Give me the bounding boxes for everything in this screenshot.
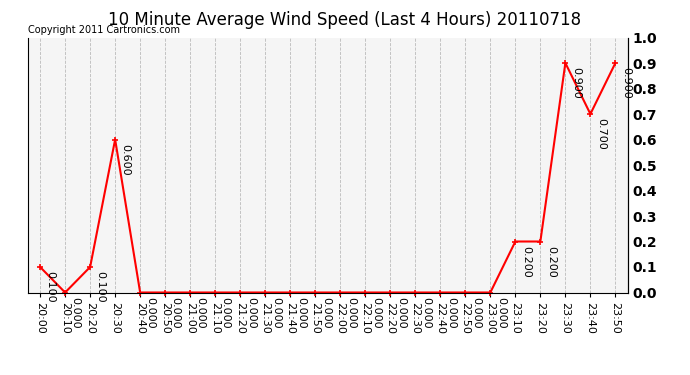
- Text: 0.000: 0.000: [371, 297, 381, 328]
- Text: 0.000: 0.000: [170, 297, 181, 328]
- Text: 0.000: 0.000: [346, 297, 356, 328]
- Text: 0.100: 0.100: [46, 271, 56, 303]
- Text: 0.600: 0.600: [121, 144, 130, 175]
- Text: 0.100: 0.100: [96, 271, 106, 303]
- Text: 0.900: 0.900: [571, 67, 581, 99]
- Text: 0.000: 0.000: [496, 297, 506, 328]
- Text: 0.000: 0.000: [471, 297, 481, 328]
- Text: 0.000: 0.000: [196, 297, 206, 328]
- Text: 0.000: 0.000: [296, 297, 306, 328]
- Text: 0.000: 0.000: [321, 297, 331, 328]
- Text: 10 Minute Average Wind Speed (Last 4 Hours) 20110718: 10 Minute Average Wind Speed (Last 4 Hou…: [108, 11, 582, 29]
- Text: 0.000: 0.000: [446, 297, 456, 328]
- Text: 0.900: 0.900: [621, 67, 631, 99]
- Text: 0.700: 0.700: [596, 118, 606, 150]
- Text: 0.000: 0.000: [221, 297, 230, 328]
- Text: 0.000: 0.000: [146, 297, 156, 328]
- Text: 0.200: 0.200: [521, 246, 531, 278]
- Text: 0.200: 0.200: [546, 246, 556, 278]
- Text: 0.000: 0.000: [70, 297, 81, 328]
- Text: Copyright 2011 Cartronics.com: Copyright 2011 Cartronics.com: [28, 25, 179, 35]
- Text: 0.000: 0.000: [421, 297, 431, 328]
- Text: 0.000: 0.000: [270, 297, 281, 328]
- Text: 0.000: 0.000: [246, 297, 256, 328]
- Text: 0.000: 0.000: [396, 297, 406, 328]
